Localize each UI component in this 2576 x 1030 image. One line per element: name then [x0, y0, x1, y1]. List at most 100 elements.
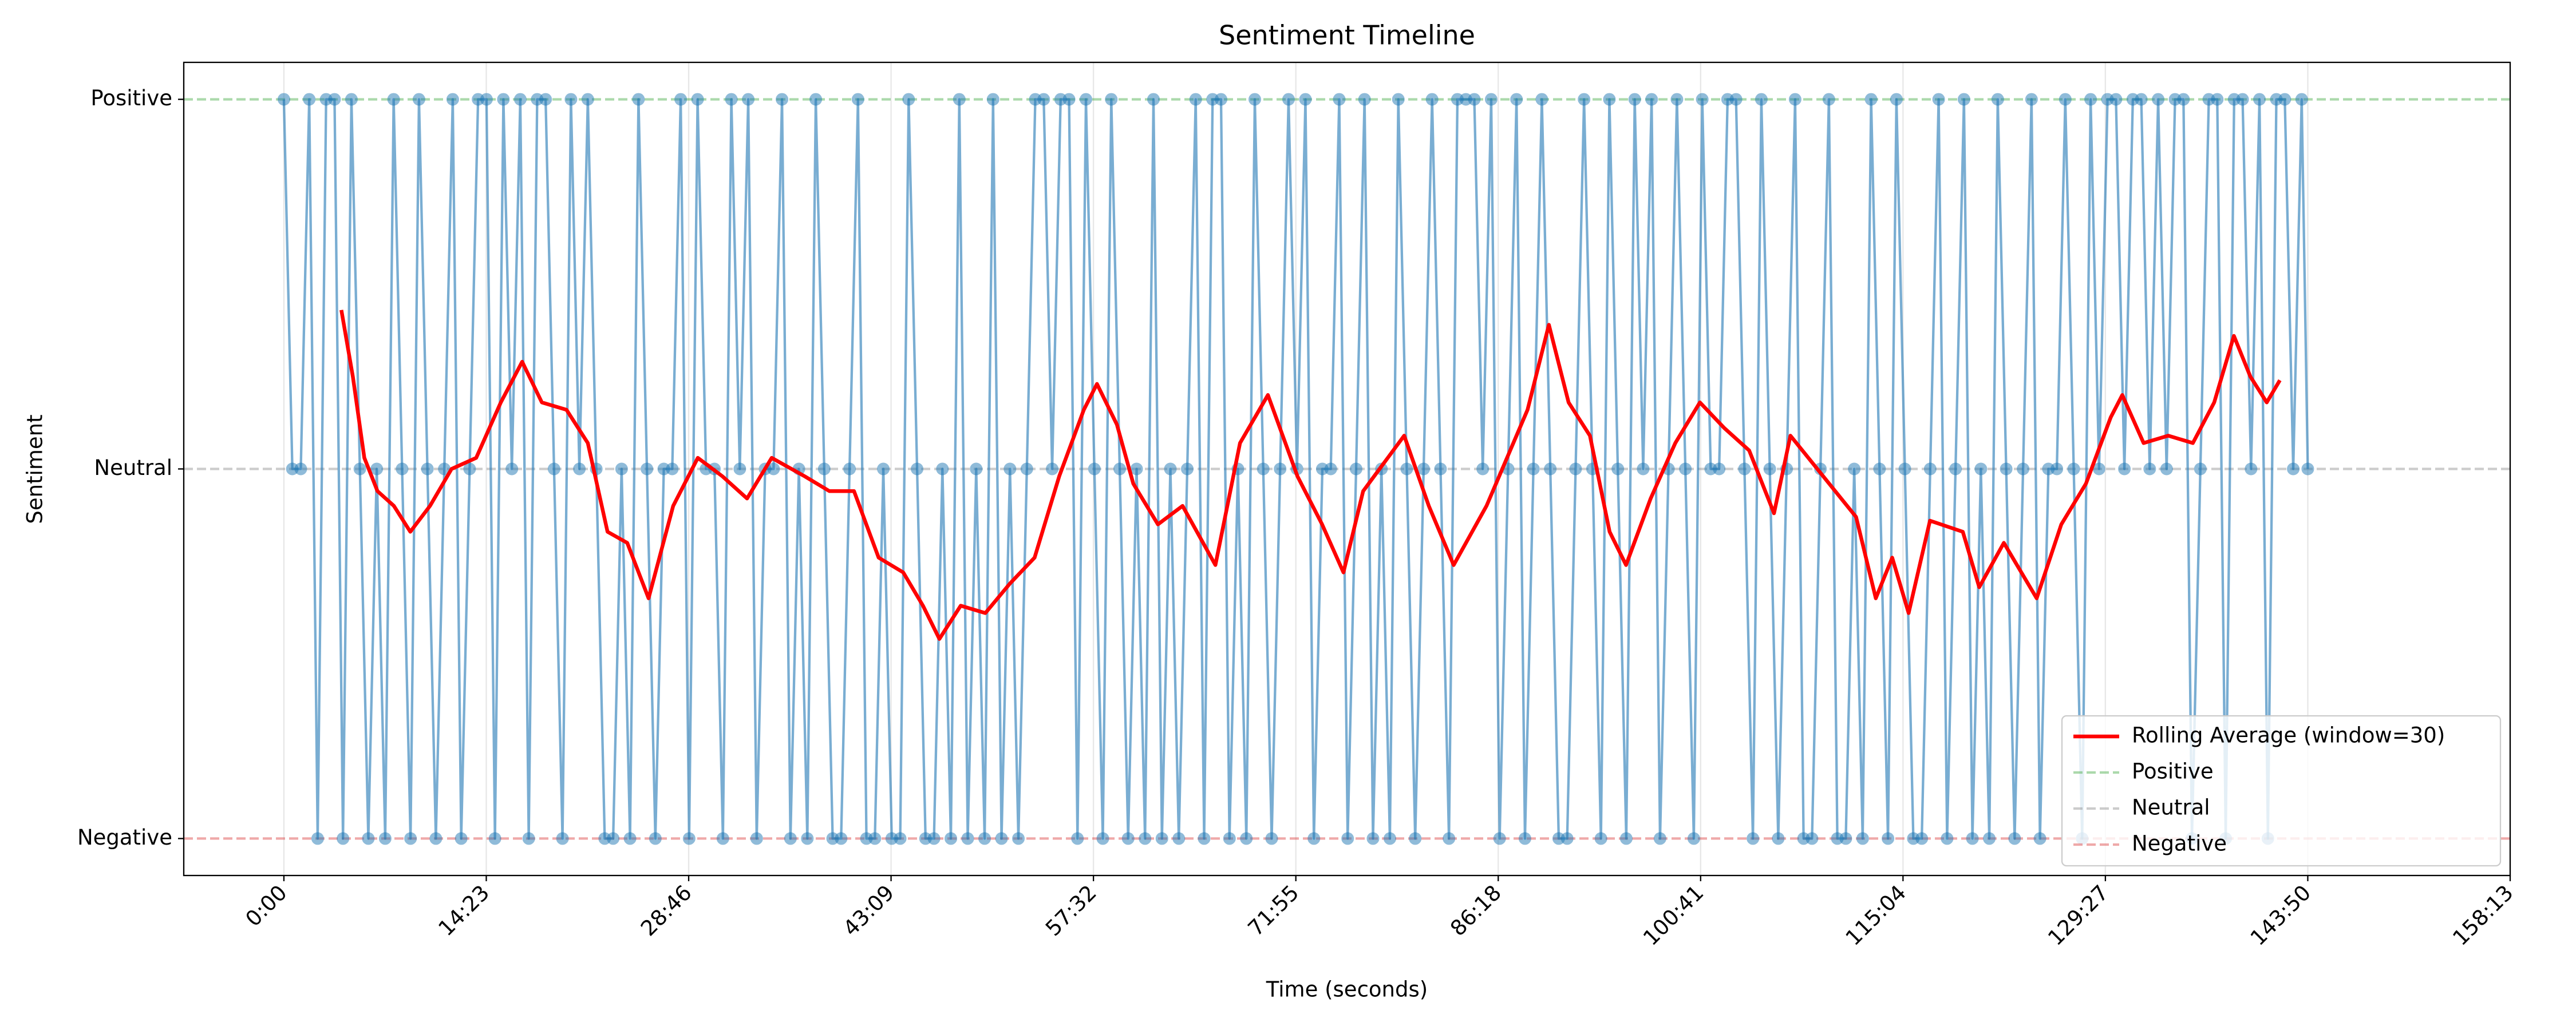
data-point: [1282, 93, 1295, 106]
x-axis-label: Time (seconds): [1266, 977, 1428, 1002]
data-point: [902, 93, 915, 106]
data-point: [1358, 93, 1371, 106]
data-point: [1113, 462, 1127, 476]
data-point: [1172, 832, 1186, 845]
rolling-average-line: [339, 310, 2282, 641]
data-point: [1417, 462, 1430, 476]
legend-label: Negative: [2132, 831, 2227, 856]
data-point: [1223, 832, 1236, 845]
data-point: [311, 832, 324, 845]
data-point: [438, 462, 451, 476]
data-point: [1096, 832, 1109, 845]
data-point: [1139, 832, 1152, 845]
data-point: [1518, 832, 1531, 845]
data-point: [1080, 93, 1093, 106]
data-point: [328, 93, 341, 106]
data-point: [1265, 832, 1278, 845]
data-point: [1189, 93, 1202, 106]
data-point: [666, 462, 679, 476]
data-point: [1425, 93, 1439, 106]
data-point: [1628, 93, 1641, 106]
data-point: [1121, 832, 1135, 845]
data-point: [1248, 93, 1261, 106]
data-point: [742, 93, 755, 106]
data-point: [1569, 462, 1582, 476]
data-point: [1941, 832, 1954, 845]
data-point: [573, 462, 586, 476]
data-point: [2017, 462, 2030, 476]
data-point: [1164, 462, 1177, 476]
y-tick-label: Positive: [90, 86, 172, 110]
legend-label: Neutral: [2132, 795, 2210, 820]
data-point: [1366, 832, 1380, 845]
data-point: [936, 462, 949, 476]
data-point: [1105, 93, 1118, 106]
data-point: [716, 832, 729, 845]
data-point: [1848, 462, 1861, 476]
data-point: [429, 832, 442, 845]
data-point: [421, 462, 434, 476]
data-point: [1071, 832, 1084, 845]
plot-frame: [183, 61, 2511, 877]
data-point: [1653, 832, 1666, 845]
data-point: [2084, 93, 2097, 106]
data-point: [1957, 93, 1970, 106]
data-point: [649, 832, 662, 845]
data-point: [1003, 462, 1017, 476]
data-point: [1147, 93, 1160, 106]
data-point: [1898, 462, 1911, 476]
data-point: [2211, 93, 2224, 106]
data-point: [2245, 462, 2258, 476]
data-point: [1535, 93, 1548, 106]
data-point: [801, 832, 814, 845]
data-point: [1476, 462, 1490, 476]
y-tick-label: Negative: [77, 825, 172, 850]
data-point: [623, 832, 637, 845]
data-point: [1020, 462, 1033, 476]
data-point: [2301, 462, 2314, 476]
data-point: [513, 93, 527, 106]
data-point: [1349, 462, 1362, 476]
data-point: [1062, 93, 1076, 106]
data-point: [1873, 462, 1886, 476]
data-point: [1890, 93, 1903, 106]
data-point: [1814, 462, 1827, 476]
data-point: [1299, 93, 1312, 106]
data-point: [480, 93, 493, 106]
data-point: [961, 832, 974, 845]
data-point: [497, 93, 510, 106]
data-point: [809, 93, 823, 106]
data-point: [2033, 832, 2046, 845]
data-point: [1484, 93, 1498, 106]
data-point: [767, 462, 780, 476]
data-point: [2050, 462, 2064, 476]
data-point: [995, 832, 1008, 845]
data-point: [843, 462, 856, 476]
legend-label: Positive: [2132, 759, 2214, 784]
data-point: [1088, 462, 1101, 476]
data-point: [1763, 462, 1776, 476]
data-point: [911, 462, 924, 476]
data-point: [463, 462, 476, 476]
data-point: [986, 93, 999, 106]
data-point: [1670, 93, 1684, 106]
data-point: [345, 93, 358, 106]
data-point: [488, 832, 501, 845]
data-point: [1645, 93, 1658, 106]
data-point: [556, 832, 569, 845]
data-point: [1915, 832, 1929, 845]
data-point: [455, 832, 468, 845]
data-point: [978, 832, 991, 845]
data-point: [1619, 832, 1633, 845]
data-point: [2143, 462, 2156, 476]
y-axis-label: Sentiment: [23, 414, 48, 524]
data-point: [1046, 462, 1059, 476]
data-point: [396, 462, 409, 476]
data-point: [1544, 462, 1557, 476]
data-point: [539, 93, 552, 106]
data-point: [1307, 832, 1321, 845]
data-point: [1215, 93, 1228, 106]
data-point: [1772, 832, 1785, 845]
data-point: [581, 93, 594, 106]
data-point: [1932, 93, 1945, 106]
